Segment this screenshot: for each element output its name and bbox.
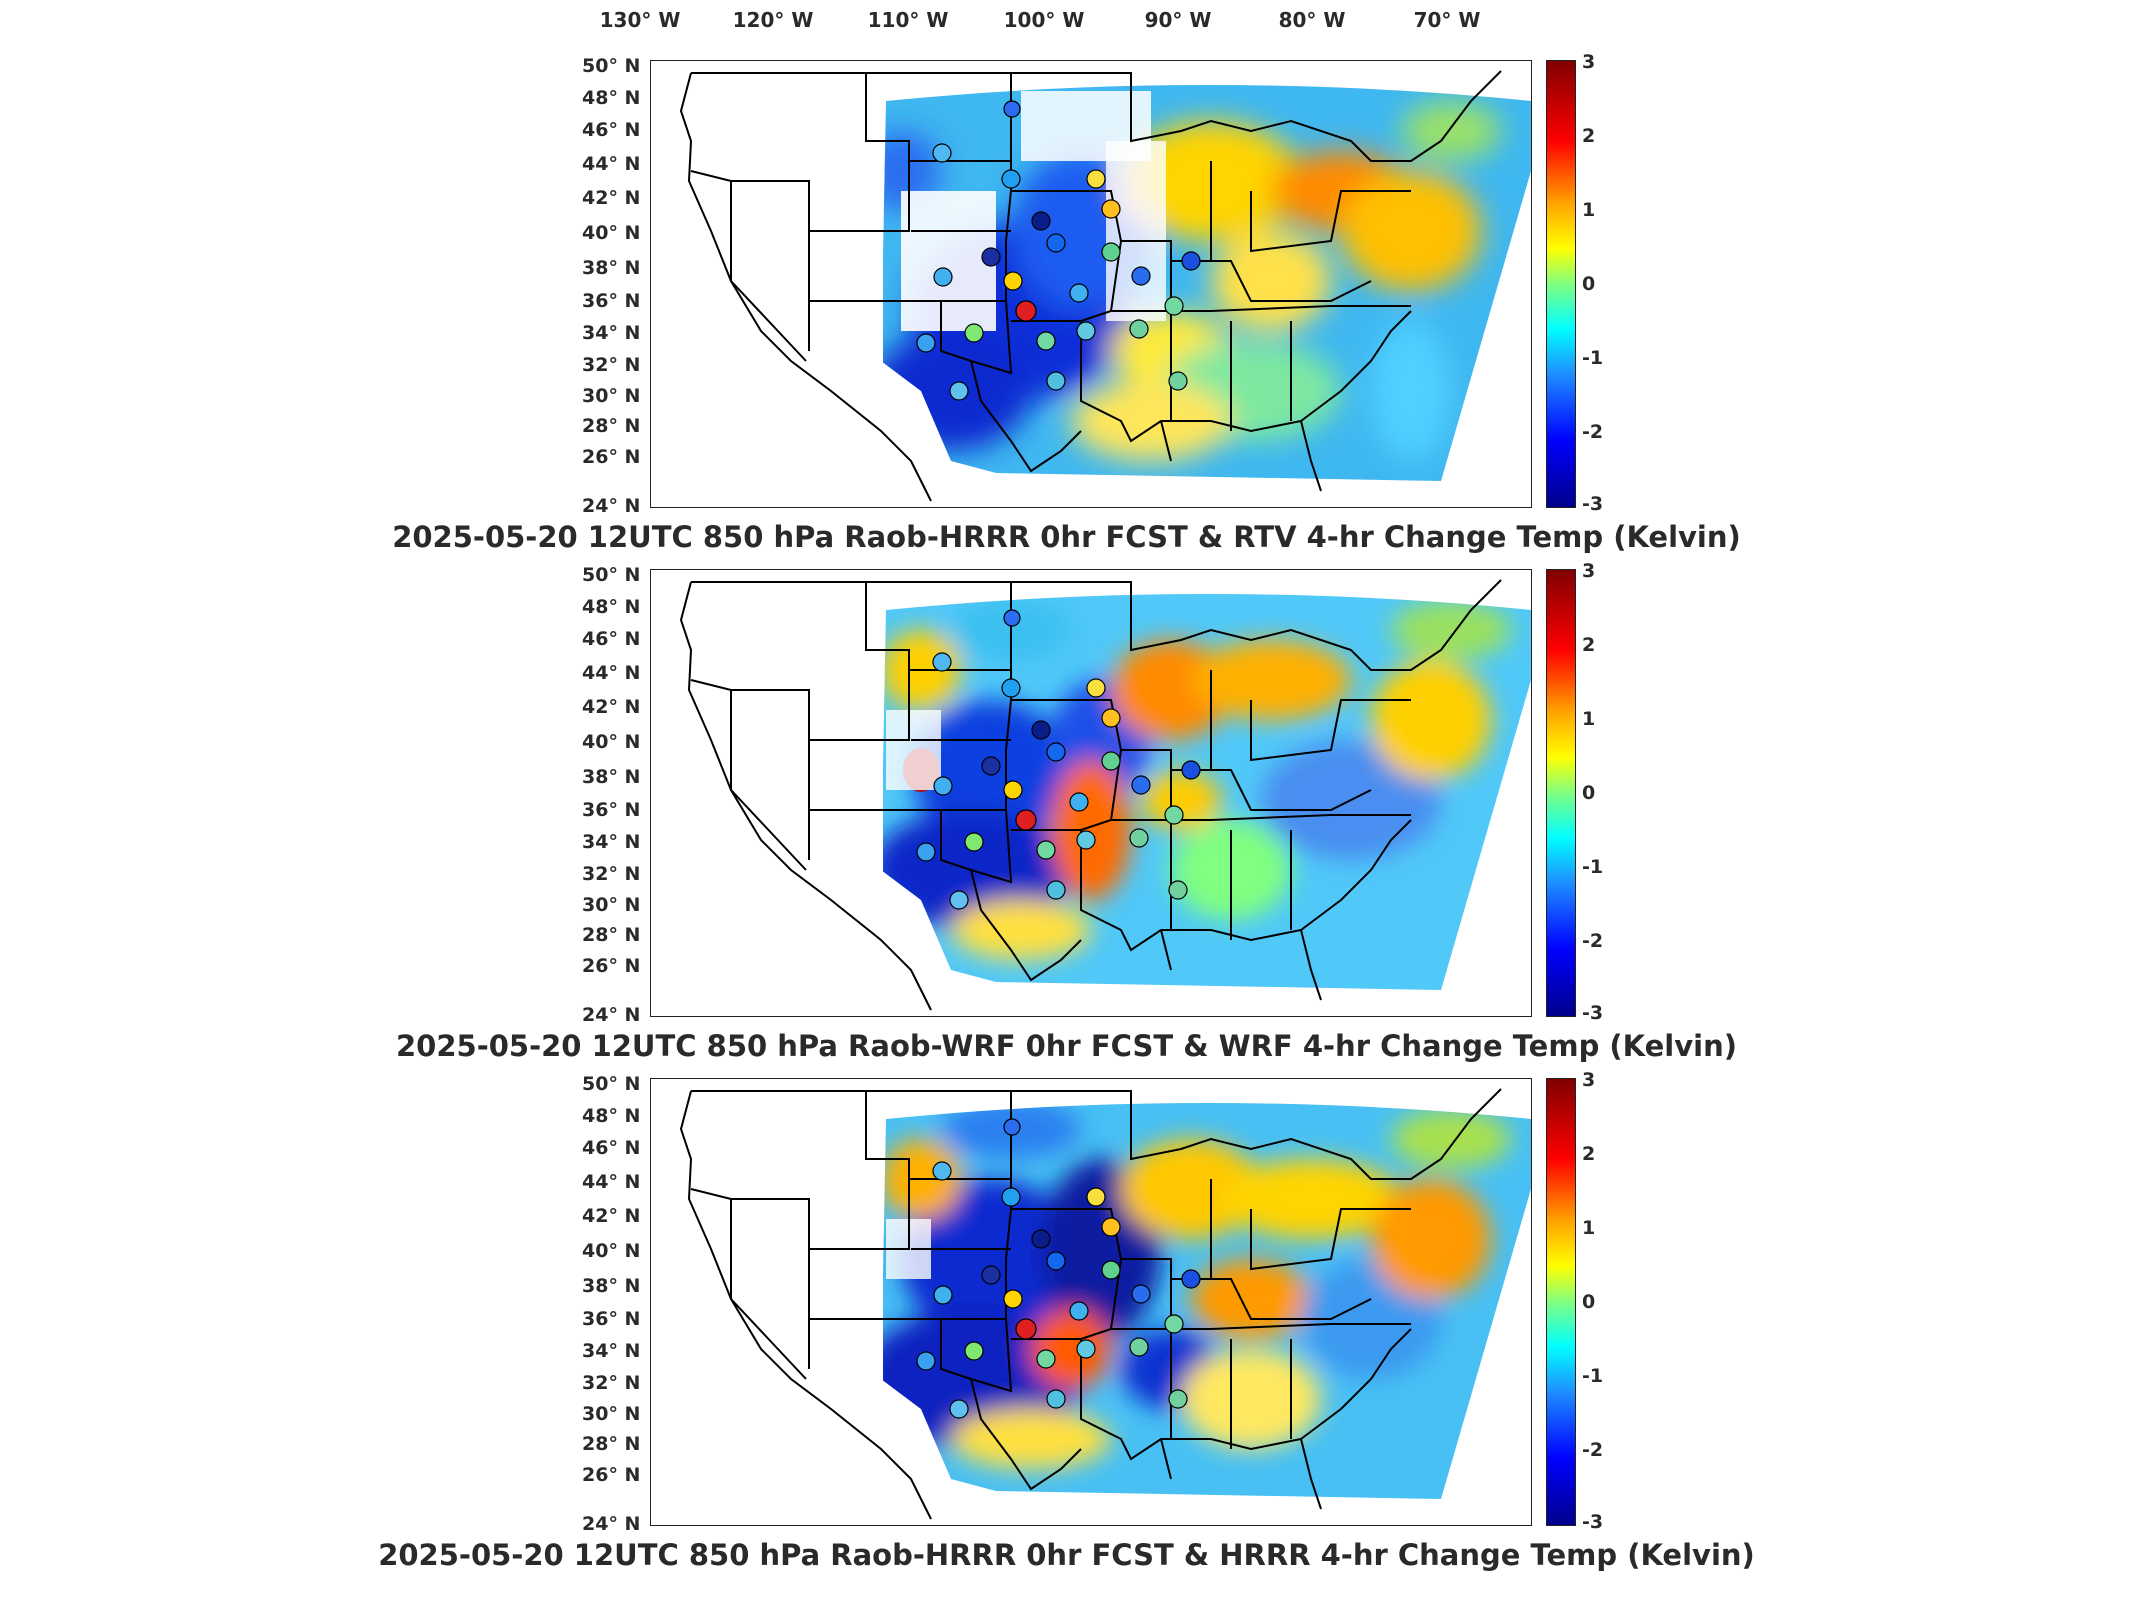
lat-label: 30° N <box>582 1403 640 1425</box>
lat-label: 38° N <box>582 766 640 788</box>
colorbar <box>1546 569 1576 1017</box>
colorbar-tick: -1 <box>1582 856 1603 878</box>
lat-label: 34° N <box>582 1340 640 1362</box>
lon-label: 90° W <box>1145 8 1212 32</box>
map-panel-1: 50° N 48° N 46° N 44° N 42° N 40° N 38° … <box>0 52 2133 562</box>
map-canvas <box>651 570 1531 1016</box>
lat-label: 30° N <box>582 894 640 916</box>
temperature-map <box>650 60 1532 508</box>
colorbar-tick: -2 <box>1582 1439 1603 1461</box>
lat-label: 26° N <box>582 955 640 977</box>
colorbar-tick: 3 <box>1582 560 1595 582</box>
lat-label: 44° N <box>582 153 640 175</box>
lat-label: 24° N <box>582 495 640 517</box>
lat-label: 38° N <box>582 1275 640 1297</box>
panel-title: 2025-05-20 12UTC 850 hPa Raob-HRRR 0hr F… <box>0 1538 2133 1572</box>
lat-label: 48° N <box>582 596 640 618</box>
temperature-map <box>650 1078 1532 1526</box>
map-canvas <box>651 61 1531 507</box>
lat-label: 48° N <box>582 87 640 109</box>
lat-label: 32° N <box>582 863 640 885</box>
lat-label: 42° N <box>582 1205 640 1227</box>
longitude-axis: 130° W 120° W 110° W 100° W 90° W 80° W … <box>0 0 2133 40</box>
lat-label: 40° N <box>582 731 640 753</box>
colorbar-tick: 2 <box>1582 1143 1595 1165</box>
colorbar-tick: 1 <box>1582 199 1595 221</box>
lat-label: 50° N <box>582 55 640 77</box>
lat-label: 46° N <box>582 628 640 650</box>
colorbar-tick: 2 <box>1582 125 1595 147</box>
lat-label: 48° N <box>582 1105 640 1127</box>
lat-label: 28° N <box>582 415 640 437</box>
map-panel-2: 50° N 48° N 46° N 44° N 42° N 40° N 38° … <box>0 561 2133 1071</box>
colorbar-tick: 3 <box>1582 1069 1595 1091</box>
colorbar-tick: -1 <box>1582 347 1603 369</box>
lon-label: 80° W <box>1279 8 1346 32</box>
lat-label: 34° N <box>582 831 640 853</box>
colorbar-tick: 3 <box>1582 51 1595 73</box>
lon-label: 70° W <box>1414 8 1481 32</box>
panel-title: 2025-05-20 12UTC 850 hPa Raob-WRF 0hr FC… <box>0 1029 2133 1063</box>
lon-label: 120° W <box>733 8 814 32</box>
lat-label: 34° N <box>582 322 640 344</box>
colorbar-tick: 0 <box>1582 1291 1595 1313</box>
lat-label: 50° N <box>582 564 640 586</box>
colorbar-tick: 2 <box>1582 634 1595 656</box>
lat-label: 36° N <box>582 799 640 821</box>
lon-label: 100° W <box>1004 8 1085 32</box>
colorbar-tick: -2 <box>1582 930 1603 952</box>
lat-label: 36° N <box>582 290 640 312</box>
lat-label: 38° N <box>582 257 640 279</box>
colorbar-tick: 0 <box>1582 273 1595 295</box>
lat-label: 50° N <box>582 1073 640 1095</box>
lat-label: 32° N <box>582 1372 640 1394</box>
colorbar <box>1546 1078 1576 1526</box>
lat-label: 26° N <box>582 446 640 468</box>
lat-label: 40° N <box>582 1240 640 1262</box>
map-panel-3: 50° N 48° N 46° N 44° N 42° N 40° N 38° … <box>0 1070 2133 1580</box>
lon-label: 130° W <box>600 8 681 32</box>
colorbar-tick: -3 <box>1582 1002 1603 1024</box>
lat-label: 42° N <box>582 187 640 209</box>
colorbar-tick: -1 <box>1582 1365 1603 1387</box>
temperature-map <box>650 569 1532 1017</box>
lat-label: 36° N <box>582 1308 640 1330</box>
colorbar-tick: -3 <box>1582 493 1603 515</box>
colorbar-tick: 0 <box>1582 782 1595 804</box>
lat-label: 26° N <box>582 1464 640 1486</box>
lat-label: 24° N <box>582 1004 640 1026</box>
lat-label: 46° N <box>582 119 640 141</box>
colorbar-tick: -2 <box>1582 421 1603 443</box>
colorbar <box>1546 60 1576 508</box>
lat-label: 46° N <box>582 1137 640 1159</box>
lat-label: 32° N <box>582 354 640 376</box>
map-canvas <box>651 1079 1531 1525</box>
lat-label: 44° N <box>582 662 640 684</box>
colorbar-tick: 1 <box>1582 1217 1595 1239</box>
lat-label: 28° N <box>582 1433 640 1455</box>
lon-label: 110° W <box>868 8 949 32</box>
colorbar-tick: 1 <box>1582 708 1595 730</box>
lat-label: 30° N <box>582 385 640 407</box>
colorbar-tick: -3 <box>1582 1511 1603 1533</box>
lat-label: 40° N <box>582 222 640 244</box>
lat-label: 24° N <box>582 1513 640 1535</box>
lat-label: 28° N <box>582 924 640 946</box>
lat-label: 44° N <box>582 1171 640 1193</box>
panel-title: 2025-05-20 12UTC 850 hPa Raob-HRRR 0hr F… <box>0 520 2133 554</box>
lat-label: 42° N <box>582 696 640 718</box>
